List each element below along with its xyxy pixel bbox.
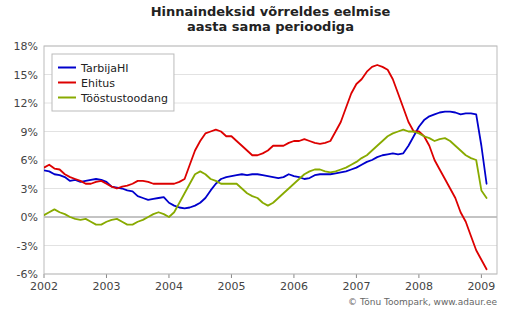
x-tick-label: 2004: [155, 280, 183, 293]
x-tick-label: 2007: [342, 280, 370, 293]
legend-label: TarbijaHI: [80, 62, 129, 75]
watermark: © Tõnu Toompark, www.adaur.ee: [348, 297, 497, 307]
x-tick-label: 2002: [30, 280, 58, 293]
legend-swatch: [58, 67, 76, 69]
y-tick-label: 6%: [21, 154, 38, 167]
series-line: [44, 130, 487, 225]
lines: [44, 65, 487, 269]
x-tick-label: 2003: [92, 280, 120, 293]
x-tick: [356, 274, 357, 278]
x-tick-label: 2006: [280, 280, 308, 293]
y-tick-label: 15%: [14, 69, 38, 82]
x-tick-label: 2008: [405, 280, 433, 293]
legend-box: [52, 54, 174, 111]
y-tick-label: 9%: [21, 126, 38, 139]
y-tick-label: 3%: [21, 183, 38, 196]
grid-line: [44, 245, 497, 246]
title: Hinnaindeksid võrreldes eelmiseaasta sam…: [151, 4, 391, 34]
x-tick: [44, 274, 45, 278]
plot-frame: [44, 46, 497, 274]
y-tick-label: -3%: [17, 240, 38, 253]
title-line: aasta sama perioodiga: [187, 19, 354, 34]
x-tick: [293, 274, 294, 278]
legend: TarbijaHI Ehitus Tööstustoodang: [52, 54, 174, 111]
x-tick: [168, 274, 169, 278]
grid-line: [44, 160, 497, 161]
title-line: Hinnaindeksid võrreldes eelmise: [151, 4, 391, 19]
x-tick-label: 2009: [467, 280, 495, 293]
chart: Hinnaindeksid võrreldes eelmiseaasta sam…: [0, 0, 509, 312]
grid-line: [44, 188, 497, 189]
legend-swatch: [58, 82, 76, 84]
grid-line: [44, 217, 497, 218]
legend-label: Ehitus: [81, 77, 115, 90]
x-tick-label: 2005: [217, 280, 245, 293]
legend-label: Tööstustoodang: [80, 92, 168, 105]
y-tick-label: 12%: [14, 97, 38, 110]
x-tick: [481, 274, 482, 278]
series-line: [44, 65, 487, 269]
legend-swatch: [58, 97, 76, 99]
series-line: [44, 112, 487, 209]
grid: [44, 46, 497, 274]
y-tick-label: 18%: [14, 40, 38, 53]
x-tick: [231, 274, 232, 278]
y-tick-label: 0%: [21, 211, 38, 224]
x-tick: [418, 274, 419, 278]
x-tick: [106, 274, 107, 278]
grid-line: [44, 131, 497, 132]
